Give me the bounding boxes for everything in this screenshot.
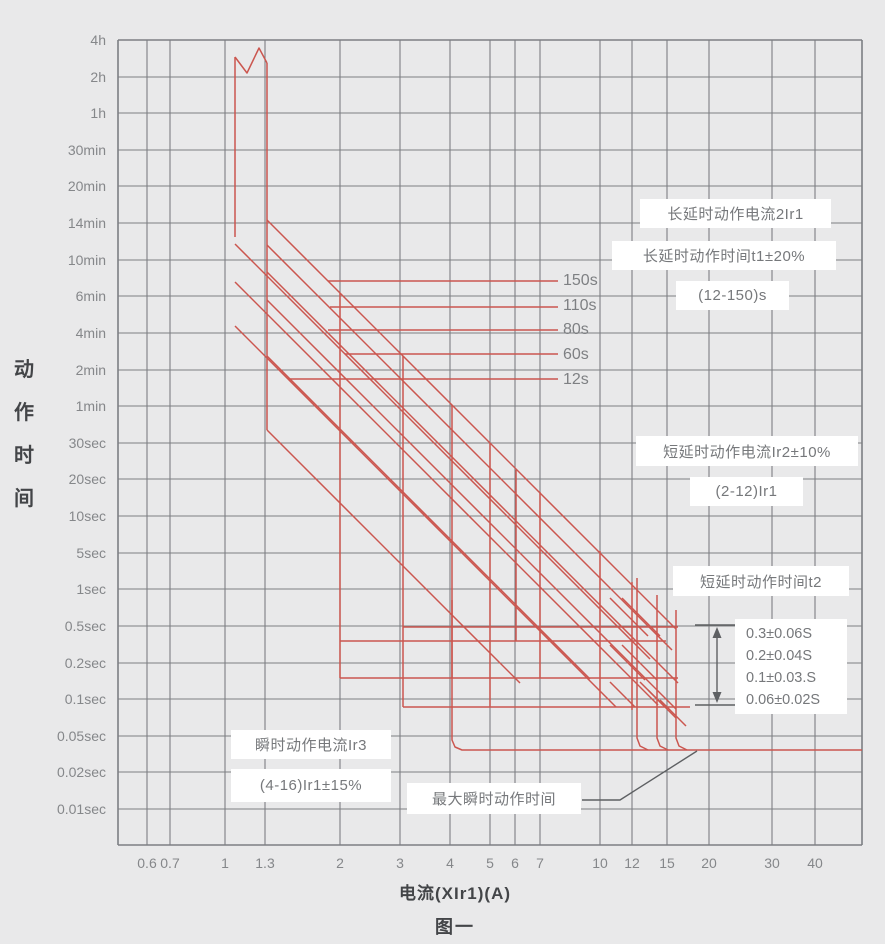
trip-curve-hatch-1 <box>609 597 649 637</box>
trip-curve-hatch-2 <box>621 597 661 637</box>
y-tick-label: 0.02sec <box>57 764 106 780</box>
x-tick-label: 12 <box>624 855 640 871</box>
annotation-long-delay-current: 长延时动作电流2Ir1 <box>640 199 831 228</box>
x-tick-label: 2 <box>336 855 344 871</box>
y-axis-title-char: 作 <box>14 402 34 424</box>
trip-curve-inst-lower-4x <box>451 600 862 751</box>
trip-curve-hatch-5 <box>609 681 636 708</box>
annotation-instant-range: (4-16)Ir1±15% <box>231 769 391 802</box>
x-tick-label: 4 <box>446 855 454 871</box>
y-tick-label: 5sec <box>76 545 106 561</box>
y-tick-label: 4min <box>76 325 106 341</box>
annotation-long-delay-time: 长延时动作时间t1±20% <box>612 241 836 270</box>
curve-label-110s: 110s <box>563 297 597 314</box>
y-tick-label: 14min <box>68 215 106 231</box>
y-tick-label: 0.1sec <box>65 691 106 707</box>
x-tick-label: 6 <box>511 855 519 871</box>
curve-label-60s: 60s <box>563 346 589 363</box>
t2-tolerance-line: 0.1±0.03.S <box>746 669 817 686</box>
x-tick-label: 30 <box>764 855 780 871</box>
y-tick-label: 0.2sec <box>65 655 106 671</box>
trip-curve-hatch-7 <box>647 689 677 719</box>
trip-curve-hatch-3 <box>609 644 646 681</box>
y-tick-label: 10min <box>68 252 106 268</box>
y-tick-label: 10sec <box>69 508 106 524</box>
trip-curve-ld-diag-110-u <box>266 244 673 651</box>
t2-tolerance-line: 0.06±0.02S <box>746 691 821 708</box>
y-axis-title-char: 动 <box>14 359 34 381</box>
y-tick-label: 6min <box>76 288 106 304</box>
y-axis-title: 动 作 时 间 <box>9 353 39 511</box>
x-tick-label: 0.6 <box>137 855 157 871</box>
annotation-short-delay-current: 短延时动作电流Ir2±10% <box>636 436 858 466</box>
trip-curve-ld-diag-150-u <box>266 219 677 630</box>
trip-curve-ld-diag-l2 <box>234 281 659 706</box>
trip-curve-hatch-4 <box>621 644 658 681</box>
y-tick-label: 0.01sec <box>57 801 106 817</box>
x-tick-label: 0.7 <box>160 855 180 871</box>
trip-curve-ld-top-zigzag <box>234 47 268 74</box>
y-axis-title-char: 时 <box>14 445 34 467</box>
x-tick-label: 40 <box>807 855 823 871</box>
trip-curve-inst-vert-c <box>675 610 688 751</box>
y-tick-label: 20min <box>68 178 106 194</box>
x-tick-label: 1.3 <box>255 855 275 871</box>
y-tick-label: 30min <box>68 142 106 158</box>
trip-curve-hatch-8 <box>659 699 687 727</box>
y-tick-label: 2min <box>76 362 106 378</box>
annotation-max-instant-time: 最大瞬时动作时间 <box>407 783 581 814</box>
y-tick-label: 1min <box>76 398 106 414</box>
trip-curve-ld-diag-extra1 <box>266 355 591 680</box>
t2-arrow-head-up <box>712 627 722 638</box>
t2-tolerance-line: 0.3±0.06S <box>746 625 813 642</box>
annotation-long-delay-range: (12-150)s <box>676 281 789 310</box>
x-tick-label: 7 <box>536 855 544 871</box>
annotation-instant-current: 瞬时动作电流Ir3 <box>231 730 391 759</box>
annotation-t2-tolerances: 0.3±0.06S 0.2±0.04S 0.1±0.03.S 0.06±0.02… <box>735 619 847 714</box>
x-tick-label: 3 <box>396 855 404 871</box>
curve-label-12s: 12s <box>563 371 589 388</box>
y-axis-title-char: 间 <box>14 488 34 510</box>
trip-curve-ld-diag-12-l <box>234 325 617 708</box>
x-tick-label: 20 <box>701 855 717 871</box>
y-tick-label: 0.5sec <box>65 618 106 634</box>
y-tick-label: 20sec <box>69 471 106 487</box>
trip-curve-ld-diag-u4 <box>266 299 677 710</box>
curve-label-80s: 80s <box>563 321 589 338</box>
max-inst-leader <box>582 750 698 801</box>
x-tick-label: 10 <box>592 855 608 871</box>
trip-curve-ld-diag-60-l <box>234 243 651 660</box>
annotation-short-delay-range: (2-12)Ir1 <box>690 477 803 506</box>
t2-arrow-head-down <box>712 692 722 703</box>
x-tick-label: 1 <box>221 855 229 871</box>
y-tick-label: 1h <box>90 105 106 121</box>
trip-curve-ld-diag-80-u <box>266 271 679 684</box>
trip-curve-ld-diag-extra2 <box>266 429 521 684</box>
y-tick-label: 4h <box>90 32 106 48</box>
y-tick-label: 0.05sec <box>57 728 106 744</box>
y-tick-label: 2h <box>90 69 106 85</box>
curve-label-150s: 150s <box>563 272 598 289</box>
y-tick-label: 1sec <box>76 581 106 597</box>
x-tick-label: 15 <box>659 855 675 871</box>
trip-curve-inst-vert-b <box>656 595 669 751</box>
trip-curve-inst-vert-a <box>636 578 649 751</box>
t2-tolerance-line: 0.2±0.04S <box>746 647 813 664</box>
figure-caption: 图一 <box>435 917 475 937</box>
x-axis-title: 电流(XIr1)(A) <box>398 884 512 903</box>
x-tick-label: 5 <box>486 855 494 871</box>
y-tick-label: 30sec <box>69 435 106 451</box>
annotation-short-delay-time: 短延时动作时间t2 <box>673 566 849 596</box>
